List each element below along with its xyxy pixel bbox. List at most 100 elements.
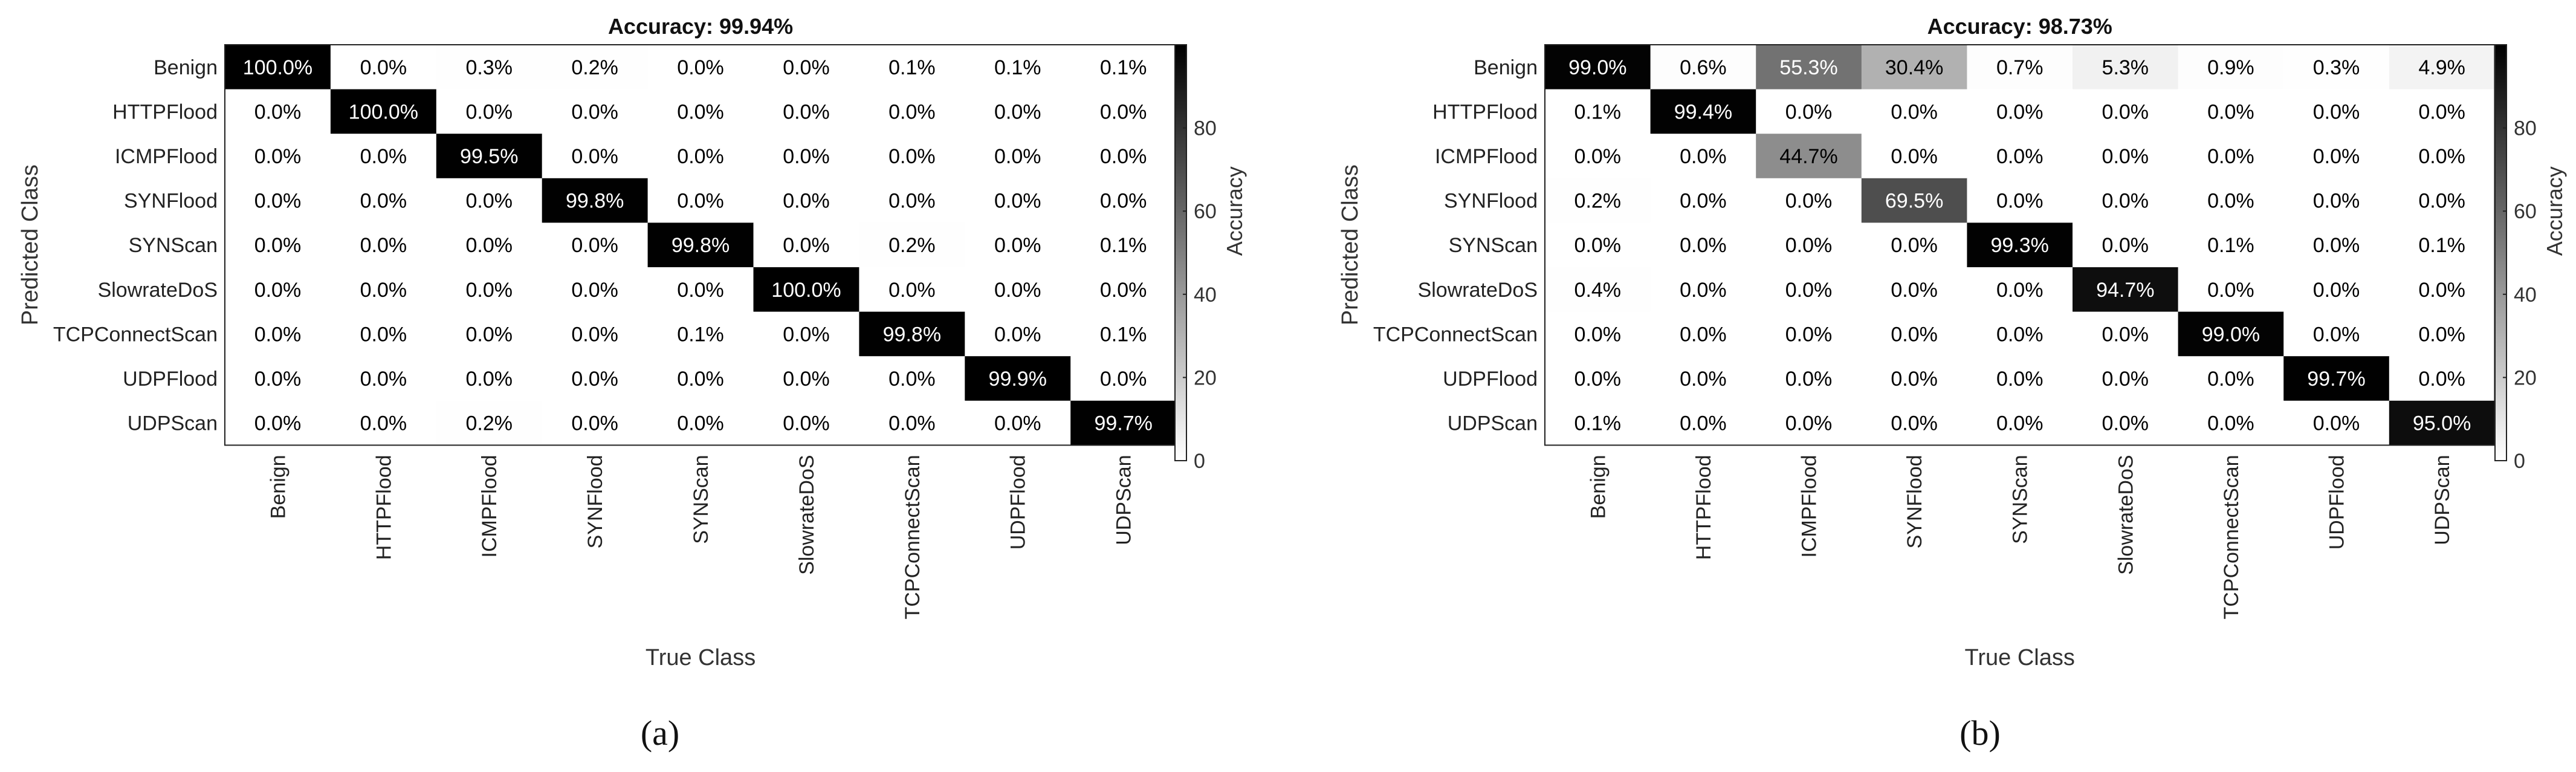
heatmap-cell <box>542 45 649 90</box>
cell-value-label: 99.3% <box>1990 234 2048 257</box>
colorbar-tick-label: 40 <box>2514 284 2537 307</box>
heatmap-cell <box>647 89 754 134</box>
heatmap-cell <box>2178 311 2284 357</box>
heatmap-cell <box>1650 356 1756 401</box>
heatmap-cell <box>2283 267 2390 313</box>
y-tick-label: SYNFlood <box>124 190 218 213</box>
cell-value-label: 0.0% <box>1100 190 1147 213</box>
heatmap-cell <box>1756 400 1862 446</box>
cell-value-label: 0.0% <box>1996 412 2044 435</box>
heatmap-cell <box>1545 222 1651 268</box>
heatmap-cell <box>1756 89 1862 134</box>
heatmap-cell <box>859 267 965 313</box>
heatmap-cell <box>1967 356 2073 401</box>
heatmap-cell <box>1070 400 1177 446</box>
heatmap-cell <box>753 178 859 223</box>
heatmap-cell <box>647 356 754 401</box>
y-tick-label: SlowrateDoS <box>1418 279 1538 302</box>
heatmap-cell <box>1967 400 2073 446</box>
heatmap-cell <box>1967 311 2073 357</box>
cell-value-label: 100.0% <box>349 100 418 123</box>
y-tick-label: Benign <box>1474 56 1538 79</box>
cell-value-label: 0.0% <box>466 368 513 391</box>
heatmap-cell <box>2283 178 2390 223</box>
cell-value-label: 0.0% <box>466 279 513 302</box>
colorbar-tick-label: 0 <box>1194 450 1205 473</box>
panel-b-y-axis-label: Predicted Class <box>1338 164 1363 325</box>
heatmap-cell <box>1861 45 1967 90</box>
heatmap-cell <box>2389 45 2495 90</box>
cell-value-label: 0.0% <box>1891 234 1938 257</box>
cell-value-label: 0.0% <box>1574 234 1622 257</box>
heatmap-cell <box>965 89 1071 134</box>
heatmap-cell <box>1861 89 1967 134</box>
heatmap-cell <box>2283 356 2390 401</box>
cell-value-label: 0.0% <box>783 56 830 79</box>
cell-value-label: 0.0% <box>2207 145 2254 168</box>
heatmap-cell <box>2283 311 2390 357</box>
heatmap-cell <box>225 222 331 268</box>
cell-value-label: 0.0% <box>571 100 618 123</box>
cell-value-label: 0.1% <box>1574 412 1622 435</box>
cell-value-label: 0.0% <box>1680 368 1727 391</box>
colorbar <box>2494 44 2507 461</box>
x-tick-label: UDPFlood <box>1007 455 1030 550</box>
cell-value-label: 0.0% <box>1100 145 1147 168</box>
cell-value-label: 0.1% <box>1100 56 1147 79</box>
heatmap-cell <box>1967 178 2073 223</box>
cell-value-label: 0.0% <box>994 100 1041 123</box>
cell-value-label: 0.0% <box>1996 145 2044 168</box>
heatmap-cell <box>2178 356 2284 401</box>
y-tick-label: SYNScan <box>129 234 218 257</box>
cell-value-label: 0.0% <box>254 190 302 213</box>
heatmap-cell <box>2389 356 2495 401</box>
cell-value-label: 0.2% <box>888 234 936 257</box>
cell-value-label: 0.0% <box>677 56 724 79</box>
cell-value-label: 0.0% <box>888 368 936 391</box>
cell-value-label: 0.0% <box>1574 368 1622 391</box>
y-tick-label: SYNScan <box>1449 234 1538 257</box>
heatmap-cell <box>2178 400 2284 446</box>
cell-value-label: 0.0% <box>571 368 618 391</box>
cell-value-label: 0.0% <box>1996 100 2044 123</box>
heatmap-cell <box>1650 134 1756 179</box>
cell-value-label: 0.0% <box>571 234 618 257</box>
heatmap-cell <box>1756 311 1862 357</box>
cell-value-label: 0.0% <box>2102 368 2149 391</box>
cell-value-label: 0.0% <box>466 100 513 123</box>
heatmap-cell <box>753 356 859 401</box>
heatmap-cell <box>647 400 754 446</box>
cell-value-label: 69.5% <box>1885 190 1943 213</box>
cell-value-label: 0.0% <box>783 368 830 391</box>
cell-value-label: 0.0% <box>677 190 724 213</box>
heatmap-cell <box>225 45 331 90</box>
cell-value-label: 0.1% <box>2418 234 2465 257</box>
cell-value-label: 0.1% <box>1574 100 1622 123</box>
heatmap-cell <box>2178 267 2284 313</box>
colorbar <box>1174 44 1187 461</box>
heatmap-cell <box>1861 222 1967 268</box>
heatmap-cell <box>1650 222 1756 268</box>
cell-value-label: 0.0% <box>994 234 1041 257</box>
heatmap-cell <box>1861 400 1967 446</box>
y-tick-label: TCPConnectScan <box>53 323 218 346</box>
cell-value-label: 0.0% <box>360 234 407 257</box>
heatmap-cell <box>859 134 965 179</box>
heatmap-cell <box>965 267 1071 313</box>
cell-value-label: 0.0% <box>1891 323 1938 346</box>
heatmap-cell <box>1070 134 1177 179</box>
x-tick-label: HTTPFlood <box>1692 455 1715 560</box>
heatmap-cell <box>225 178 331 223</box>
panel-b-label: (b) <box>1960 713 2001 753</box>
panel-b: Accuracy: 98.73% Predicted Class True Cl… <box>1338 14 2567 753</box>
heatmap-cell <box>1545 45 1651 90</box>
heatmap-cell <box>859 356 965 401</box>
cell-value-label: 99.0% <box>1568 56 1626 79</box>
heatmap-cell <box>1967 45 2073 90</box>
heatmap-cell <box>1070 178 1177 223</box>
cell-value-label: 0.0% <box>1100 100 1147 123</box>
cell-value-label: 0.0% <box>1680 190 1727 213</box>
x-tick-label: UDPFlood <box>2326 455 2349 550</box>
cell-value-label: 0.0% <box>1996 190 2044 213</box>
cell-value-label: 0.0% <box>994 190 1041 213</box>
